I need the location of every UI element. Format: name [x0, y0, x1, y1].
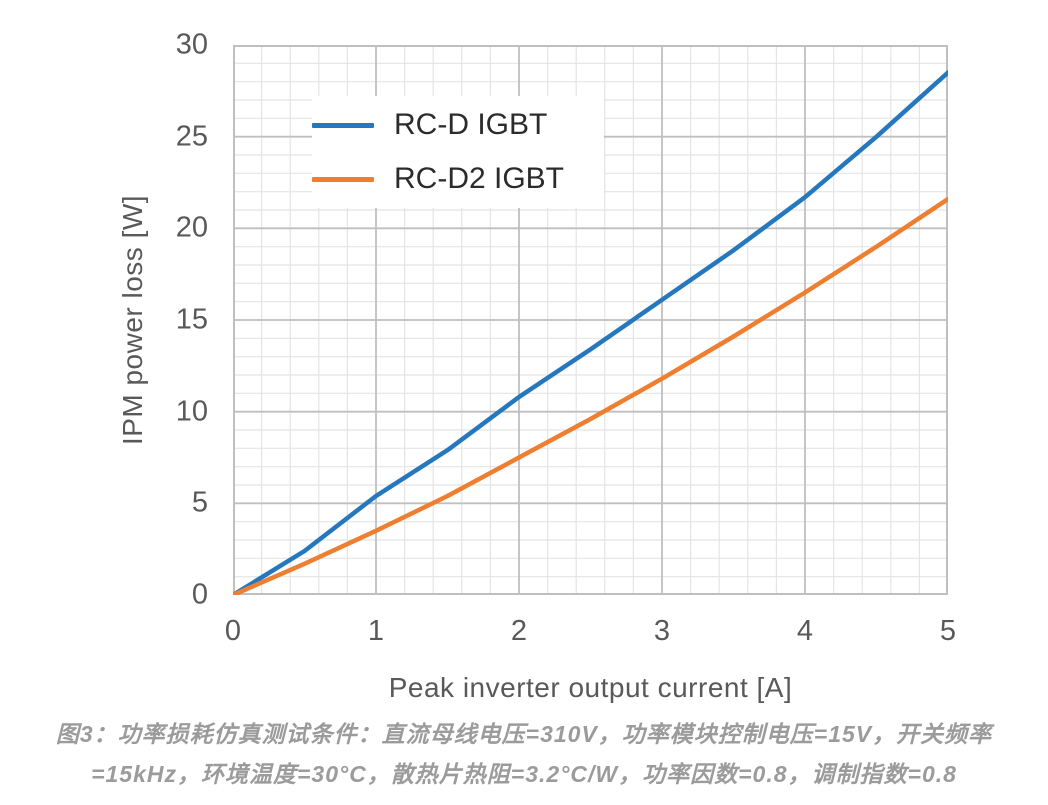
- y-tick-label-30: 30: [175, 28, 208, 61]
- legend-label-rc-d: RC-D IGBT: [394, 108, 548, 141]
- x-tick-label-5: 5: [939, 615, 957, 647]
- x-tick-label-4: 4: [796, 615, 814, 647]
- legend-swatch-rc-d-line: [312, 122, 374, 128]
- y-axis-title: IPM power loss [W]: [117, 194, 148, 446]
- legend: RC-D IGBT RC-D2 IGBT: [312, 96, 604, 208]
- x-tick-label-0: 0: [224, 615, 242, 647]
- y-tick-label-20: 20: [175, 211, 208, 244]
- figure-caption-line-1: 图3：功率损耗仿真测试条件：直流母线电压=310V，功率模块控制电压=15V，开…: [55, 721, 993, 747]
- series-line-rc-d-igbt: [233, 70, 948, 595]
- x-axis-title: Peak inverter output current [A]: [388, 672, 793, 703]
- y-tick-label-15: 15: [175, 303, 208, 336]
- figure-caption: 图3：功率损耗仿真测试条件：直流母线电压=310V，功率模块控制电压=15V，开…: [0, 714, 1048, 794]
- y-tick-label-5: 5: [191, 486, 208, 519]
- figure-caption-line-2: =15kHz，环境温度=30°C，散热片热阻=3.2°C/W，功率因数=0.8，…: [91, 761, 957, 787]
- series-line-rc-d2-igbt: [233, 196, 948, 595]
- y-tick-label-25: 25: [175, 120, 208, 153]
- x-tick-label-1: 1: [367, 615, 385, 647]
- legend-label-rc-d2: RC-D2 IGBT: [394, 162, 565, 195]
- y-tick-label-0: 0: [191, 578, 208, 611]
- plot-border: [233, 45, 948, 595]
- legend-item-rc-d: RC-D IGBT: [312, 110, 604, 140]
- legend-item-rc-d2: RC-D2 IGBT: [312, 164, 604, 194]
- legend-swatch-rc-d2-line: [312, 176, 374, 182]
- y-tick-label-10: 10: [175, 395, 208, 428]
- x-tick-label-3: 3: [653, 615, 671, 647]
- x-tick-label-2: 2: [510, 615, 528, 647]
